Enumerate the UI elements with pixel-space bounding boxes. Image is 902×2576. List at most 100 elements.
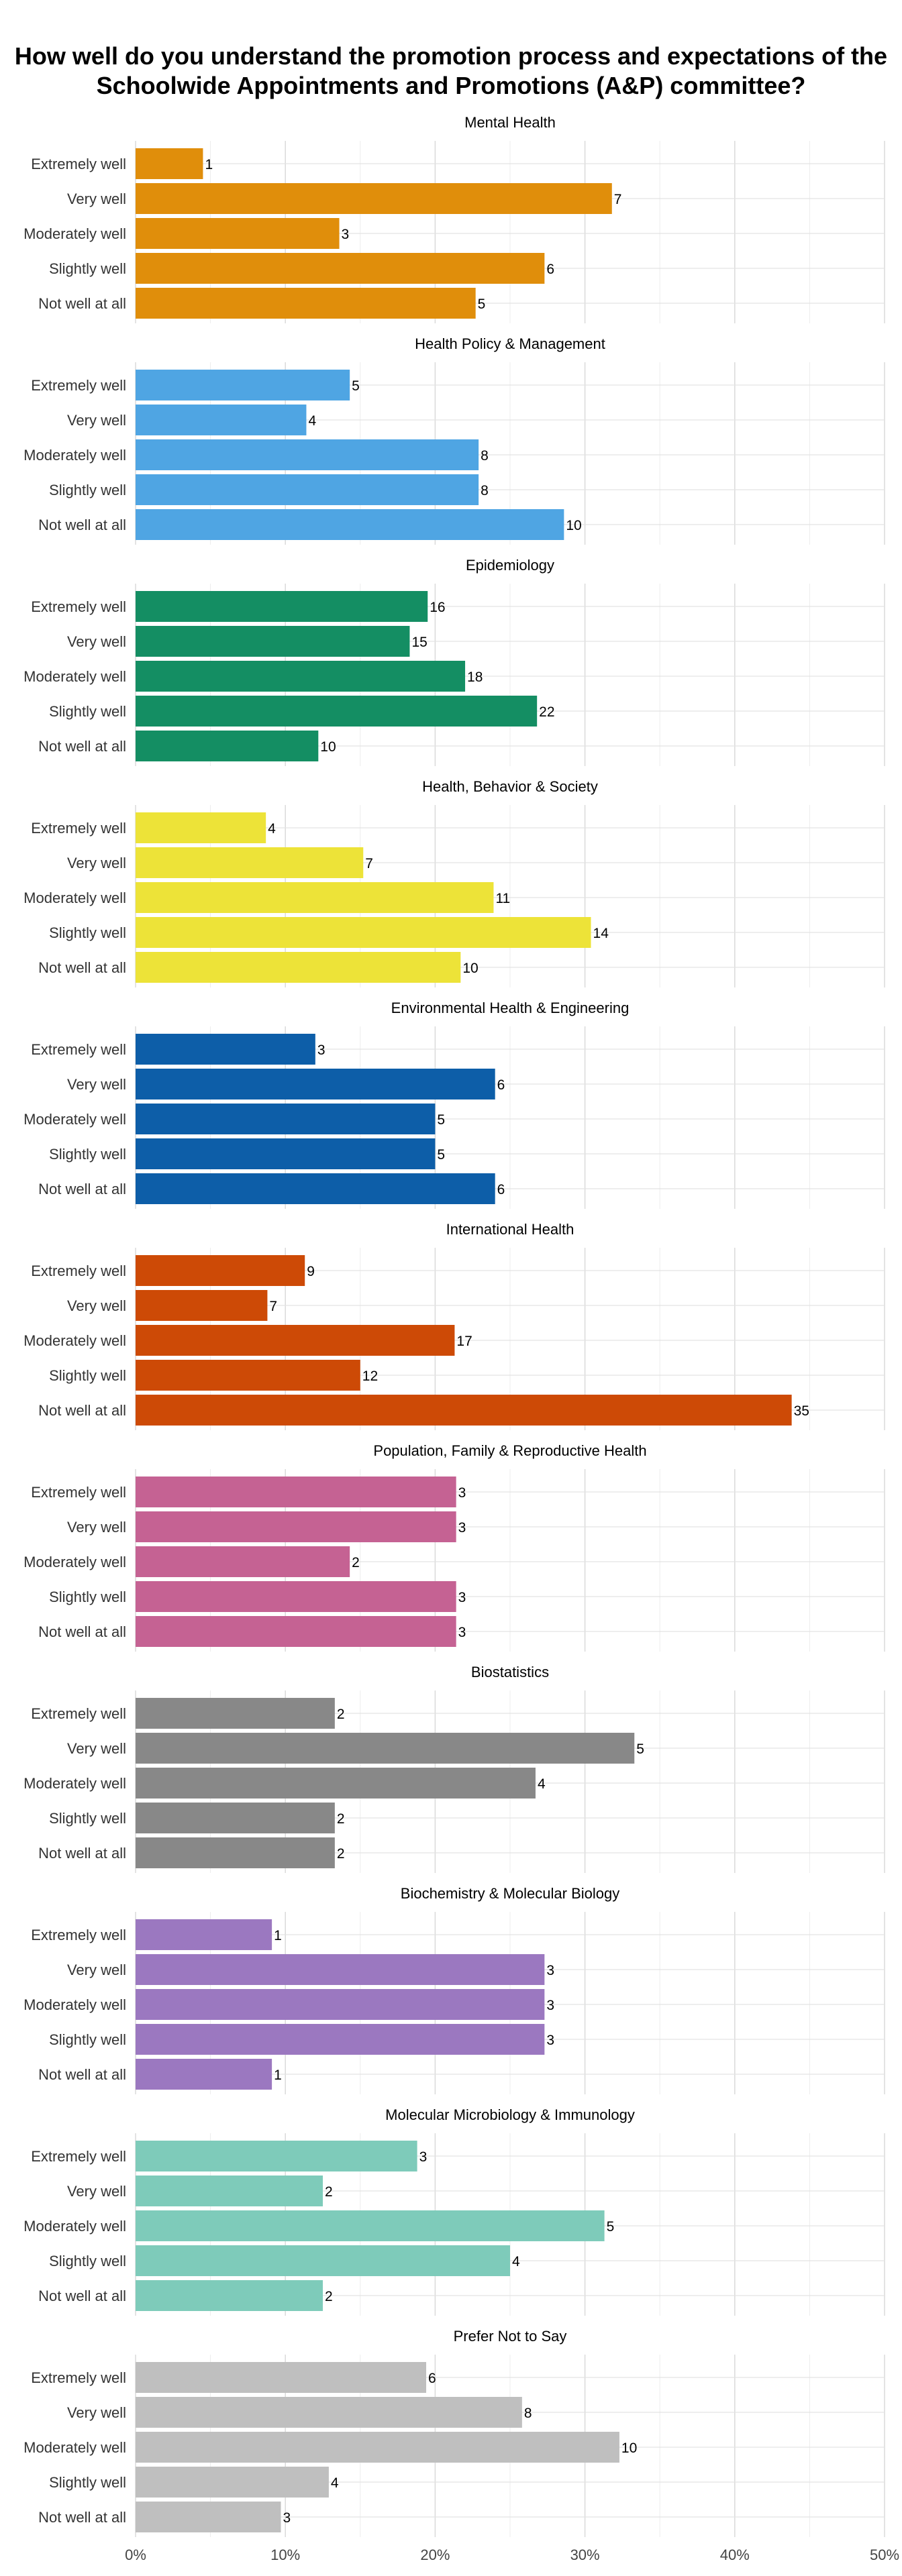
category-label: Slightly well: [49, 1810, 126, 1827]
bar-value-label: 5: [636, 1741, 644, 1757]
bar-value-label: 5: [437, 1112, 445, 1128]
category-label: Slightly well: [49, 703, 126, 720]
bar-value-label: 8: [524, 2406, 532, 2421]
panel-7: Biostatistics Extremely well 2 Very well 5 Mo…: [23, 1664, 885, 1873]
bar-value-label: 9: [307, 1264, 315, 1279]
bar-value-label: 7: [365, 856, 373, 871]
panel-title: Prefer Not to Say: [454, 2328, 567, 2345]
category-label: Not well at all: [38, 2509, 126, 2526]
panel-2: Epidemiology Extremely well 16 Very well 15 M…: [23, 557, 885, 766]
x-tick-label: 50%: [870, 2546, 899, 2563]
bar-value-label: 8: [481, 483, 489, 498]
bar-value-label: 17: [456, 1334, 472, 1349]
bar: [136, 1255, 305, 1286]
bar-value-label: 12: [362, 1368, 378, 1384]
bar: [136, 847, 364, 878]
category-label: Extremely well: [31, 1263, 126, 1279]
bar-value-label: 16: [430, 600, 445, 615]
category-label: Extremely well: [31, 2369, 126, 2386]
category-label: Extremely well: [31, 156, 126, 172]
category-label: Moderately well: [23, 225, 126, 242]
bar: [136, 1511, 456, 1542]
bar-value-label: 2: [337, 1811, 345, 1827]
category-label: Not well at all: [38, 2066, 126, 2083]
bar-value-label: 3: [546, 1998, 554, 2013]
panel-4: Environmental Health & Engineering Extrem…: [23, 1000, 885, 1209]
bar-value-label: 4: [512, 2254, 520, 2269]
bar: [136, 2467, 329, 2498]
bar-value-label: 4: [538, 1776, 546, 1792]
bar-value-label: 6: [497, 1182, 505, 1197]
bar-value-label: 6: [546, 262, 554, 277]
category-label: Very well: [67, 412, 126, 429]
bar: [136, 148, 203, 179]
chart-title: How well do you understand the promotion…: [14, 42, 888, 99]
bar-value-label: 7: [269, 1299, 277, 1314]
bar-value-label: 10: [320, 739, 336, 755]
bar-value-label: 2: [325, 2289, 333, 2304]
bar: [136, 183, 612, 214]
bar: [136, 1138, 436, 1169]
category-label: Moderately well: [23, 668, 126, 685]
panel-8: Biochemistry & Molecular Biology Extremel…: [23, 1885, 885, 2094]
category-label: Moderately well: [23, 1775, 126, 1792]
bar: [136, 1360, 360, 1391]
bar: [136, 1954, 545, 1985]
bar: [136, 626, 410, 657]
category-label: Extremely well: [31, 1041, 126, 1058]
bar: [136, 1616, 456, 1647]
bar-value-label: 18: [467, 669, 483, 685]
bar: [136, 2502, 281, 2532]
category-label: Slightly well: [49, 1589, 126, 1605]
category-label: Not well at all: [38, 295, 126, 312]
bar: [136, 812, 266, 843]
panel-title: Molecular Microbiology & Immunology: [385, 2106, 635, 2123]
bar-value-label: 5: [478, 297, 486, 312]
category-label: Very well: [67, 633, 126, 650]
category-label: Slightly well: [49, 260, 126, 277]
category-label: Very well: [67, 855, 126, 871]
category-label: Slightly well: [49, 1367, 126, 1384]
bar: [136, 1919, 272, 1950]
category-label: Not well at all: [38, 959, 126, 976]
bar: [136, 2024, 545, 2055]
panel-title: Population, Family & Reproductive Health: [373, 1442, 646, 1459]
panel-title: Biochemistry & Molecular Biology: [401, 1885, 619, 1902]
category-label: Slightly well: [49, 1146, 126, 1163]
category-label: Very well: [67, 2183, 126, 2200]
bar-value-label: 5: [352, 378, 360, 394]
bar-value-label: 3: [458, 1485, 466, 1501]
bar: [136, 661, 466, 692]
category-label: Extremely well: [31, 820, 126, 837]
panel-title: Epidemiology: [466, 557, 554, 574]
bar-value-label: 11: [495, 891, 510, 906]
bar-value-label: 35: [794, 1403, 809, 1419]
category-label: Moderately well: [23, 2218, 126, 2235]
bar-value-label: 3: [283, 2510, 291, 2526]
category-label: Not well at all: [38, 2288, 126, 2304]
category-label: Slightly well: [49, 482, 126, 498]
bar-value-label: 3: [342, 227, 350, 242]
bar-value-label: 6: [497, 1077, 505, 1093]
panel-6: Population, Family & Reproductive Health…: [23, 1442, 885, 1652]
bar-value-label: 6: [428, 2371, 436, 2386]
category-label: Very well: [67, 191, 126, 207]
category-label: Moderately well: [23, 1332, 126, 1349]
bar-value-label: 2: [337, 1846, 345, 1862]
bar-value-label: 22: [539, 704, 554, 720]
category-label: Not well at all: [38, 1402, 126, 1419]
bar: [136, 731, 319, 761]
bar: [136, 405, 307, 435]
bar-value-label: 2: [337, 1707, 345, 1722]
bar-value-label: 3: [546, 2033, 554, 2048]
bar-value-label: 15: [411, 635, 427, 650]
category-label: Extremely well: [31, 1705, 126, 1722]
category-label: Not well at all: [38, 517, 126, 533]
bar-value-label: 3: [546, 1963, 554, 1978]
bar: [136, 1733, 635, 1764]
category-label: Not well at all: [38, 1623, 126, 1640]
category-label: Extremely well: [31, 2148, 126, 2165]
bar: [136, 1803, 335, 1833]
bar-value-label: 1: [274, 2068, 282, 2083]
